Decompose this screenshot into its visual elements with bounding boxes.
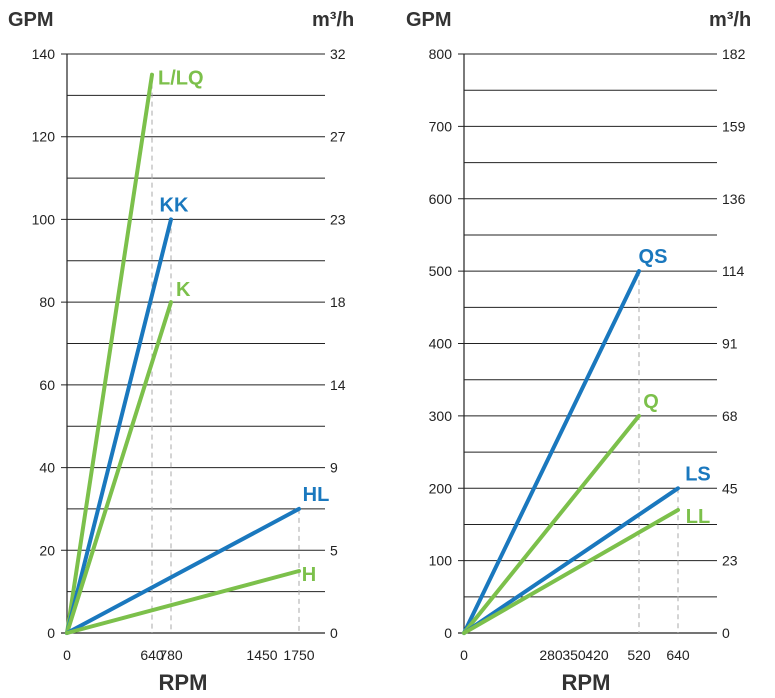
left-series-label-kk: KK: [160, 194, 189, 216]
left-y-tick-label: 140: [32, 46, 56, 62]
right-y-tick-label: 600: [429, 191, 453, 207]
right-right-axis-unit: m³/h: [709, 9, 751, 31]
left-series-label-l-lq: L/LQ: [158, 68, 204, 90]
right-series-label-q: Q: [643, 391, 659, 413]
left-x-tick-label: 780: [159, 647, 183, 663]
right-series-line-qs: [462, 269, 641, 635]
right-x-tick-label: 420: [585, 647, 609, 663]
left-y-tick-label: 80: [39, 294, 55, 310]
right-series-label-qs: QS: [639, 246, 668, 268]
right-y-tick-label: 400: [429, 336, 453, 352]
right-y-tick-label: 0: [444, 625, 452, 641]
right-y-tick-label: 800: [429, 46, 453, 62]
right-x-tick-label: 0: [460, 647, 468, 663]
left-y-right-tick-label: 5: [330, 542, 338, 558]
left-x-axis-label: RPM: [159, 670, 208, 695]
left-x-tick-label: 0: [63, 647, 71, 663]
left-series-label-h: H: [302, 564, 316, 586]
right-y-right-tick-label: 91: [722, 336, 738, 352]
left-series-line-l-lq: [65, 72, 154, 635]
left-series-line-k: [65, 300, 173, 635]
left-y-tick-label: 20: [39, 542, 55, 558]
right-left-axis-unit: GPM: [406, 9, 452, 31]
chart-left: GPM m³/h 0 20 40 60 80 100 120 140 0 5 9 14 18 23 27 32 0 6…: [8, 9, 354, 695]
right-y-right-tick-label: 0: [722, 625, 730, 641]
right-x-tick-label: 350: [562, 647, 586, 663]
right-y-right-tick-label: 114: [722, 263, 745, 279]
right-y-right-tick-label: 45: [722, 480, 738, 496]
left-y-tick-label: 60: [39, 377, 55, 393]
left-y-tick-label: 120: [32, 129, 56, 145]
left-y-right-tick-label: 9: [330, 460, 338, 476]
right-x-tick-label: 640: [666, 647, 690, 663]
right-y-tick-label: 300: [429, 408, 453, 424]
right-y-right-tick-label: 159: [722, 118, 746, 134]
left-x-tick-label: 640: [140, 647, 164, 663]
right-y-tick-label: 700: [429, 118, 453, 134]
left-series-label-k: K: [176, 279, 191, 301]
right-y-tick-label: 200: [429, 480, 453, 496]
chart-right: GPM m³/h 0 100 200 300 400 500 600 700 800 0 23 45 68 9…: [406, 9, 751, 695]
left-y-right-tick-label: 18: [330, 294, 346, 310]
right-y-right-tick-label: 136: [722, 191, 746, 207]
left-left-axis-unit: GPM: [8, 9, 54, 31]
left-y-right-tick-label: 23: [330, 211, 346, 227]
right-y-right-tick-label: 68: [722, 408, 738, 424]
left-y-right-tick-label: 32: [330, 46, 346, 62]
left-x-tick-label: 1750: [283, 647, 314, 663]
left-y-right-tick-label: 14: [330, 377, 346, 393]
left-series-line-kk: [65, 217, 173, 635]
right-series-label-ll: LL: [686, 506, 710, 528]
right-y-right-tick-label: 23: [722, 553, 738, 569]
left-x-tick-label: 1450: [246, 647, 277, 663]
left-y-tick-label: 100: [32, 211, 56, 227]
left-right-axis-unit: m³/h: [312, 9, 354, 31]
left-y-tick-label: 40: [39, 460, 55, 476]
right-y-tick-label: 100: [429, 553, 453, 569]
left-series-line-h: [65, 569, 301, 635]
left-series-label-hl: HL: [303, 484, 330, 506]
right-x-tick-label: 280: [539, 647, 563, 663]
left-y-tick-label: 0: [47, 625, 55, 641]
right-y-tick-label: 500: [429, 263, 453, 279]
right-y-right-tick-label: 182: [722, 46, 746, 62]
right-series-line-ll: [462, 508, 680, 635]
right-series-line-ls: [462, 486, 680, 635]
left-y-right-tick-label: 0: [330, 625, 338, 641]
right-series-line-q: [462, 413, 641, 635]
left-series-line-hl: [65, 506, 301, 635]
right-series-label-ls: LS: [685, 463, 711, 485]
right-x-axis-label: RPM: [562, 670, 611, 695]
right-x-tick-label: 520: [627, 647, 651, 663]
left-y-right-tick-label: 27: [330, 129, 346, 145]
